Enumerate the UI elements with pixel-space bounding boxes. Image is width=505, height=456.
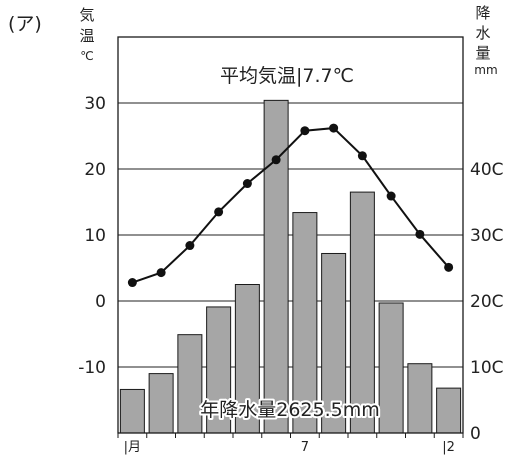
temperature-line: [132, 127, 450, 284]
temperature-point: [214, 207, 224, 217]
precipitation-tick-label: 0: [470, 424, 481, 444]
temperature-point: [156, 268, 166, 278]
temperature-point: [300, 126, 310, 136]
plot-frame: [117, 36, 464, 434]
precipitation-tick-label: 30C: [470, 226, 504, 246]
precipitation-bar: [349, 191, 375, 434]
temperature-point: [415, 229, 425, 239]
temperature-point: [127, 278, 137, 288]
precipitation-tick-label: 40C: [470, 160, 504, 180]
month-label: |月: [124, 440, 141, 455]
precipitation-tick-label: 20C: [470, 292, 504, 312]
precipitation-bar: [292, 212, 318, 434]
precipitation-tick-label: 10C: [470, 358, 504, 378]
month-label: 7: [301, 440, 309, 455]
temperature-tick-label: 20: [84, 160, 106, 180]
temperature-tick-label: 30: [84, 94, 106, 114]
precipitation-unit: mm: [474, 63, 497, 77]
temperature-unit: ℃: [80, 49, 93, 63]
temperature-point: [357, 151, 367, 161]
precipitation-axis-title-1: 降: [475, 4, 490, 22]
temperature-tick-label: 0: [95, 292, 106, 312]
panel-label: (ア): [8, 13, 42, 35]
axis-ticks: 30 20 10 0 -10 40C 30C 20C 10C 0 |月 7 |2: [78, 94, 503, 455]
temperature-axis-title-2: 温: [79, 27, 94, 45]
precipitation-axis-title-2: 水: [475, 24, 490, 42]
precipitation-bar: [177, 334, 203, 434]
temperature-series-line: [132, 127, 450, 284]
precipitation-axis-title-3: 量: [475, 44, 490, 62]
temperature-point: [271, 155, 281, 165]
precipitation-bar: [321, 252, 347, 434]
temperature-points: [127, 123, 454, 288]
precipitation-bar: [119, 388, 145, 434]
precipitation-bar: [148, 373, 174, 434]
gridlines: [118, 102, 463, 368]
precipitation-bars: [119, 99, 462, 434]
precipitation-bar: [378, 302, 404, 434]
precipitation-bar: [206, 306, 232, 434]
temperature-tick-label: 10: [84, 226, 106, 246]
mean-temperature-annotation: 平均気温|7.7℃: [220, 65, 354, 87]
temperature-point: [185, 241, 195, 251]
temperature-tick-label: -10: [78, 358, 106, 378]
temperature-point: [242, 179, 252, 189]
temperature-point: [329, 123, 339, 133]
month-label: |2: [442, 440, 455, 455]
precipitation-bar: [436, 387, 462, 434]
precipitation-bar: [407, 363, 433, 434]
temperature-axis-title-1: 気: [79, 6, 94, 24]
annual-precipitation-annotation: 年降水量2625.5mm: [200, 399, 380, 421]
temperature-point: [444, 262, 454, 272]
temperature-point: [386, 191, 396, 201]
